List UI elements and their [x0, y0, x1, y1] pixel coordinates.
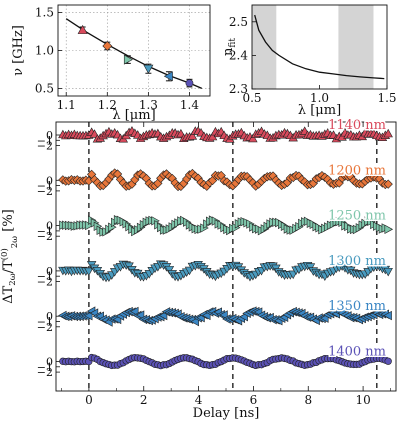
y-axis-label: nfit — [221, 38, 238, 56]
y-tick-label: 1.5 — [35, 6, 54, 20]
trace-point — [383, 179, 393, 189]
inset-frequency-panel: 1.1 1.2 1.3 1.4 0.5 1.0 1.5 λ [μm] ν [GHz] — [11, 4, 211, 123]
x-tick-label: 1.3 — [139, 98, 158, 112]
y-tick-label: −2 — [37, 366, 53, 379]
trace-point — [187, 131, 198, 140]
y-axis-label: ν [GHz] — [11, 25, 26, 76]
y-tick-label: 0 — [46, 265, 53, 278]
y-tick-label: −1 — [37, 361, 53, 374]
trace-point — [384, 357, 392, 365]
data-point — [163, 71, 173, 82]
y-tick-label: 2.4 — [229, 48, 248, 62]
trace-point — [384, 224, 394, 235]
trace-point — [383, 310, 392, 321]
y-tick-label: 0.5 — [35, 81, 54, 95]
y-tick-label: 0 — [46, 356, 53, 369]
series-label: 1350 nm — [328, 299, 386, 314]
x-axis-label: Delay [ns] — [193, 406, 260, 421]
x-tick-label: 1.4 — [180, 98, 199, 112]
x-axis-label: λ [μm] — [298, 103, 341, 118]
series-label: 1400 nm — [328, 345, 386, 360]
y-tick-label: −1 — [37, 316, 53, 329]
trace-point — [84, 267, 94, 277]
trace-point — [248, 133, 258, 143]
inset-index-panel: 0.5 1.0 1.5 2.3 2.4 2.5 λ [μm] nfit — [221, 4, 397, 118]
y-tick-label: −2 — [37, 276, 53, 289]
y-tick-label: 0 — [46, 220, 53, 233]
data-point — [143, 64, 154, 74]
y-tick-label: −1 — [37, 180, 53, 193]
trace-2: 0−1−2 1250 nm — [37, 207, 394, 243]
y-tick-label: 0 — [46, 174, 53, 187]
x-tick-label: 0.5 — [242, 91, 261, 105]
y-tick-label: 1.0 — [35, 44, 54, 58]
y-tick-label: 2.3 — [229, 82, 248, 96]
y-axis-label: ΔT2ω/T(0)2ω [%] — [0, 209, 20, 304]
series-label: 1300 nm — [328, 254, 386, 269]
y-tick-label: −2 — [37, 321, 53, 334]
x-tick-label: 10 — [355, 393, 370, 407]
x-tick-label: 2 — [140, 393, 148, 407]
y-tick-label: −2 — [37, 140, 53, 153]
trace-point — [383, 128, 393, 138]
data-point — [102, 41, 113, 51]
trace-3: 0−1−2 1300 nm — [37, 252, 393, 289]
trace-point — [83, 310, 93, 321]
y-tick-label: −1 — [37, 270, 53, 283]
y-tick-label: 0 — [46, 310, 53, 323]
x-tick-label: 0 — [85, 393, 93, 407]
trace-0: 0−1−2 1140 nm — [37, 117, 393, 153]
y-tick-label: −2 — [37, 230, 53, 243]
trace-point — [383, 267, 393, 277]
trace-4: 0−1−2 1350 nm — [37, 298, 392, 334]
data-point — [77, 24, 88, 34]
x-tick-label: 1.0 — [310, 91, 329, 105]
series-label: 1250 nm — [328, 209, 386, 224]
x-tick-label: 4 — [195, 393, 203, 407]
trace-point — [135, 310, 145, 320]
x-tick-label: 8 — [304, 393, 312, 407]
trace-1: 0−1−2 1200 nm — [37, 162, 393, 198]
x-tick-label: 1.1 — [57, 98, 76, 112]
index-curve — [254, 14, 385, 80]
y-tick-label: 2.5 — [229, 15, 248, 29]
y-tick-label: 0 — [46, 129, 53, 142]
series-label: 1200 nm — [328, 163, 386, 178]
trace-point — [130, 306, 139, 317]
y-tick-label: −2 — [37, 185, 53, 198]
y-tick-label: −1 — [37, 134, 53, 147]
x-axis-label: λ [μm] — [112, 108, 155, 123]
x-tick-label: 6 — [250, 393, 258, 407]
x-tick-label: 1.5 — [377, 91, 396, 105]
x-tick-label: 1.2 — [98, 98, 117, 112]
data-point — [185, 79, 194, 88]
trace-5: 0−1−2 1400 nm — [37, 343, 392, 379]
data-point — [123, 54, 133, 65]
series-label: 1140 nm — [328, 118, 386, 133]
y-tick-label: −1 — [37, 225, 53, 238]
trace-point — [219, 310, 228, 320]
